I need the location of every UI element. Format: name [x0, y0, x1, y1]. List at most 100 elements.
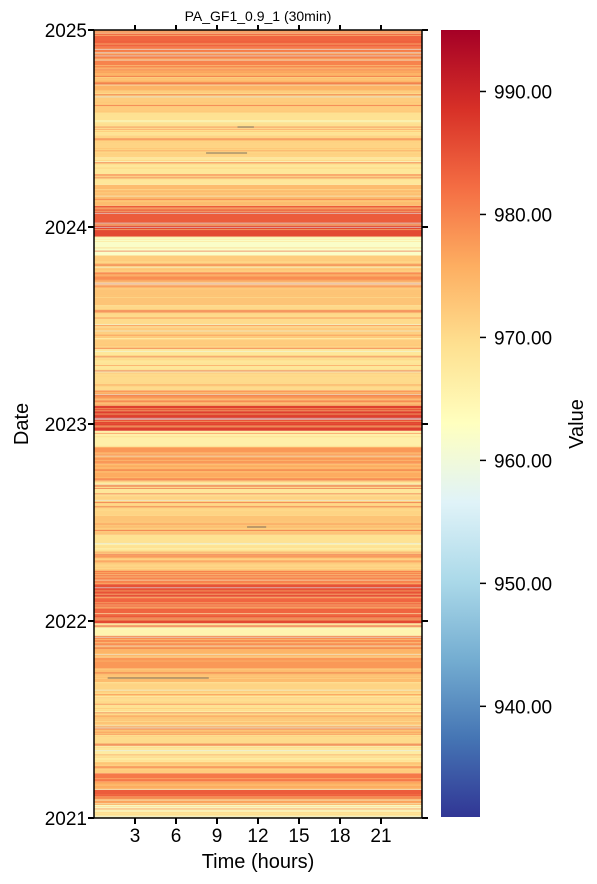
- heatmap-row: [94, 623, 422, 625]
- heatmap-row: [94, 689, 422, 691]
- heatmap-row: [94, 410, 422, 412]
- heatmap-row: [94, 247, 422, 249]
- heatmap-row: [94, 359, 422, 361]
- heatmap-row: [94, 262, 422, 264]
- heatmap-row: [94, 784, 422, 786]
- heatmap-row: [94, 484, 422, 486]
- heatmap-row: [94, 417, 422, 419]
- colorbar-tick-label: 990.00: [494, 82, 552, 103]
- heatmap-row: [94, 286, 422, 288]
- heatmap-row: [94, 284, 422, 286]
- heatmap-row: [94, 768, 422, 770]
- heatmap-row: [94, 368, 422, 370]
- heatmap-row: [94, 375, 422, 377]
- heatmap-row: [94, 372, 422, 374]
- heatmap-row: [94, 401, 422, 403]
- heatmap-row: [94, 802, 422, 804]
- heatmap-row: [94, 504, 422, 506]
- heatmap-row: [94, 175, 422, 177]
- heatmap-row: [94, 296, 422, 299]
- heatmap-row: [94, 287, 422, 289]
- heatmap-row: [94, 370, 422, 372]
- heatmap-row: [94, 521, 422, 523]
- heatmap-row: [94, 83, 422, 85]
- heatmap-row: [94, 746, 422, 748]
- heatmap-row: [94, 558, 422, 560]
- heatmap-row: [94, 336, 422, 338]
- heatmap-row: [94, 423, 422, 425]
- heatmap-row: [94, 126, 422, 128]
- y-tick-label: 2021: [45, 809, 87, 830]
- heatmap-row: [94, 207, 422, 209]
- colorbar-tick-label: 950.00: [494, 574, 552, 595]
- heatmap-row: [94, 660, 422, 662]
- heatmap-row: [94, 364, 422, 367]
- heatmap-row: [94, 48, 422, 50]
- heatmap-row: [94, 483, 422, 485]
- heatmap-row: [94, 409, 422, 411]
- heatmap-row: [94, 419, 422, 422]
- heatmap-row: [94, 446, 422, 449]
- heatmap-row: [94, 616, 422, 618]
- heatmap-row: [94, 266, 422, 268]
- heatmap-row: [94, 481, 422, 483]
- heatmap-row: [94, 121, 422, 123]
- heatmap-row: [94, 548, 422, 550]
- heatmap-row: [94, 748, 422, 751]
- heatmap-row: [94, 525, 422, 527]
- heatmap-row: [94, 96, 422, 98]
- heatmap-row: [94, 426, 422, 428]
- x-tick-label: 9: [212, 826, 223, 847]
- heatmap-row: [94, 656, 422, 658]
- heatmap-row: [94, 445, 422, 447]
- heatmap-row: [94, 464, 422, 466]
- heatmap-row: [94, 261, 422, 263]
- heatmap-row: [94, 696, 422, 698]
- heatmap-row: [94, 312, 422, 314]
- heatmap-row: [94, 485, 422, 487]
- heatmap-row: [94, 766, 422, 768]
- heatmap-row: [94, 672, 422, 674]
- heatmap-band: [94, 789, 422, 797]
- heatmap-row: [94, 552, 422, 554]
- heatmap-row: [94, 268, 422, 271]
- heatmap-row: [94, 597, 422, 600]
- heatmap-row: [94, 189, 422, 191]
- y-tick-label: 2025: [45, 21, 87, 42]
- heatmap-band: [94, 635, 422, 647]
- heatmap-row: [94, 347, 422, 349]
- heatmap-row: [94, 469, 422, 471]
- heatmap-row: [94, 339, 422, 341]
- heatmap-row: [94, 750, 422, 752]
- heatmap-row: [94, 724, 422, 726]
- heatmap-row: [94, 124, 422, 126]
- heatmap-row: [94, 138, 422, 140]
- heatmap-row: [94, 317, 422, 319]
- y-axis-label: Date: [11, 403, 33, 445]
- heatmap-row: [94, 731, 422, 733]
- heatmap-row: [94, 229, 422, 231]
- heatmap-band: [94, 646, 422, 658]
- y-tick-label: 2023: [45, 415, 87, 436]
- heatmap-row: [94, 677, 422, 679]
- x-axis-ticks: 3 6 9 12 15 18 21: [130, 25, 392, 847]
- heatmap-row: [94, 579, 422, 581]
- heatmap-row: [94, 509, 422, 511]
- colorbar-tick-label: 960.00: [494, 451, 552, 472]
- heatmap-row: [94, 208, 422, 210]
- heatmap-row: [94, 725, 422, 727]
- heatmap-row: [94, 408, 422, 410]
- heatmap-row: [94, 131, 422, 134]
- heatmap-row: [94, 334, 422, 336]
- heatmap-row: [94, 222, 422, 224]
- heatmap-row: [94, 477, 422, 479]
- heatmap-row: [94, 486, 422, 488]
- heatmap-row: [94, 553, 422, 555]
- heatmap-row: [94, 719, 422, 721]
- heatmap-row: [94, 808, 422, 810]
- heatmap-row: [94, 456, 422, 458]
- heatmap-row: [94, 574, 422, 576]
- heatmap-row: [94, 49, 422, 52]
- x-axis-label: Time (hours): [202, 851, 315, 873]
- colorbar-tick-label: 970.00: [494, 328, 552, 349]
